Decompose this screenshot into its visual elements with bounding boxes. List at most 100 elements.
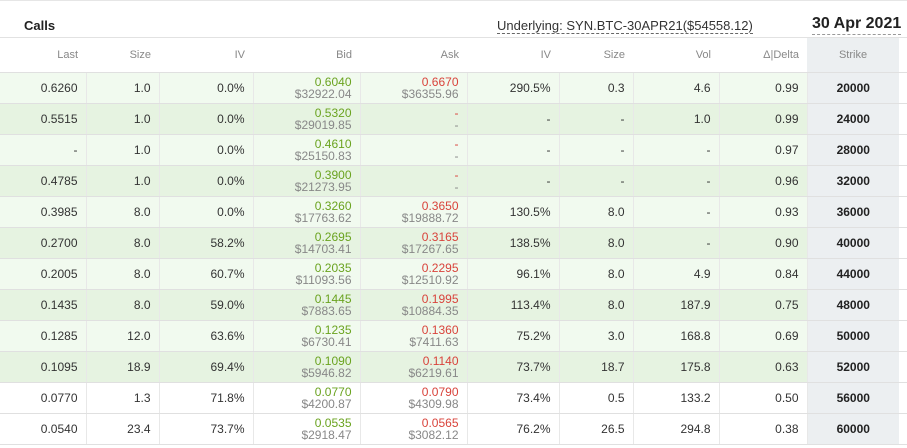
last-price-cell[interactable]: 0.6260 [0,72,87,104]
col-header-size[interactable]: Size [86,38,159,73]
ask-size-cell[interactable]: 3.0 [559,320,634,352]
ask-iv-cell[interactable]: 130.5% [467,196,560,228]
bid-iv-cell[interactable]: 71.8% [159,382,254,414]
ask-iv-cell[interactable]: - [467,165,560,197]
ask-cell[interactable]: 0.0565 $3082.12 [360,413,468,445]
bid-size-cell[interactable]: 1.0 [86,165,160,197]
ask-cell[interactable]: 0.1360 $7411.63 [360,320,468,352]
ask-cell[interactable]: -- [360,165,468,197]
delta-cell[interactable]: 0.63 [719,351,808,383]
bid-cell[interactable]: 0.3900 $21273.95 [253,165,361,197]
col-header-delta[interactable]: Δ|Delta [719,38,807,73]
bid-cell[interactable]: 0.4610 $25150.83 [253,134,361,166]
volume-cell[interactable]: 1.0 [633,103,720,135]
bid-cell[interactable]: 0.2035 $11093.56 [253,258,361,290]
last-price-cell[interactable]: 0.1435 [0,289,87,321]
delta-cell[interactable]: 0.90 [719,227,808,259]
last-price-cell[interactable]: 0.2005 [0,258,87,290]
delta-cell[interactable]: 0.38 [719,413,808,445]
table-row[interactable]: -1.0 0.0% 0.4610 $25150.83- - - - -0.97 28000 [0,134,907,166]
strike-cell[interactable]: 24000 [807,103,899,135]
col-header-ask[interactable]: Ask [360,38,467,73]
strike-cell[interactable]: 52000 [807,351,899,383]
table-row[interactable]: 0.1285 12.0 63.6% 0.1235 $6730.41 0.1360 $7411… [0,320,907,352]
bid-size-cell[interactable]: 8.0 [86,227,160,259]
ask-cell[interactable]: 0.2295 $12510.92 [360,258,468,290]
col-header-strike[interactable]: Strike [807,38,899,73]
ask-iv-cell[interactable]: - [467,103,560,135]
bid-cell[interactable]: 0.6040 $32922.04 [253,72,361,104]
expiry-date-title[interactable]: 30 Apr 2021 [812,14,902,35]
ask-size-cell[interactable]: 0.3 [559,72,634,104]
last-price-cell[interactable]: 0.4785 [0,165,87,197]
table-row[interactable]: 0.6260 1.0 0.0% 0.6040 $32922.04 0.6670 $36355… [0,72,907,104]
bid-iv-cell[interactable]: 69.4% [159,351,254,383]
delta-cell[interactable]: 0.69 [719,320,808,352]
ask-cell[interactable]: 0.1140 $6219.61 [360,351,468,383]
delta-cell[interactable]: 0.50 [719,382,808,414]
bid-iv-cell[interactable]: 73.7% [159,413,254,445]
strike-cell[interactable]: 28000 [807,134,899,166]
ask-cell[interactable]: 0.1995 $10884.35 [360,289,468,321]
ask-size-cell[interactable]: 0.5 [559,382,634,414]
ask-size-cell[interactable]: - [559,103,634,135]
ask-cell[interactable]: 0.3165 $17267.65 [360,227,468,259]
ask-size-cell[interactable]: 8.0 [559,258,634,290]
ask-iv-cell[interactable]: 290.5% [467,72,560,104]
strike-cell[interactable]: 20000 [807,72,899,104]
volume-cell[interactable]: - [633,227,720,259]
bid-cell[interactable]: 0.1235 $6730.41 [253,320,361,352]
strike-cell[interactable]: 56000 [807,382,899,414]
col-header-bid[interactable]: Bid [253,38,360,73]
bid-size-cell[interactable]: 1.3 [86,382,160,414]
last-price-cell[interactable]: - [0,134,87,166]
underlying-link[interactable]: Underlying: SYN.BTC-30APR21($54558.12) [497,18,753,34]
last-price-cell[interactable]: 0.5515 [0,103,87,135]
ask-iv-cell[interactable]: 96.1% [467,258,560,290]
ask-size-cell[interactable]: - [559,134,634,166]
last-price-cell[interactable]: 0.2700 [0,227,87,259]
col-header-iv[interactable]: IV [159,38,253,73]
bid-iv-cell[interactable]: 0.0% [159,134,254,166]
last-price-cell[interactable]: 0.1285 [0,320,87,352]
bid-iv-cell[interactable]: 60.7% [159,258,254,290]
table-row[interactable]: 0.5515 1.0 0.0% 0.5320 $29019.85- - - -1.0 0.99 2… [0,103,907,135]
ask-size-cell[interactable]: 18.7 [559,351,634,383]
delta-cell[interactable]: 0.99 [719,103,808,135]
table-row[interactable]: 0.2700 8.0 58.2% 0.2695 $14703.41 0.3165 $1726… [0,227,907,259]
bid-cell[interactable]: 0.1445 $7883.65 [253,289,361,321]
volume-cell[interactable]: 168.8 [633,320,720,352]
bid-size-cell[interactable]: 1.0 [86,72,160,104]
col-header-last[interactable]: Last [0,38,86,73]
ask-iv-cell[interactable]: 73.7% [467,351,560,383]
bid-iv-cell[interactable]: 63.6% [159,320,254,352]
ask-size-cell[interactable]: - [559,165,634,197]
bid-size-cell[interactable]: 8.0 [86,196,160,228]
volume-cell[interactable]: - [633,165,720,197]
bid-size-cell[interactable]: 23.4 [86,413,160,445]
strike-cell[interactable]: 32000 [807,165,899,197]
last-price-cell[interactable]: 0.1095 [0,351,87,383]
volume-cell[interactable]: 133.2 [633,382,720,414]
bid-size-cell[interactable]: 1.0 [86,103,160,135]
table-row[interactable]: 0.4785 1.0 0.0% 0.3900 $21273.95- - - - -0.96 320… [0,165,907,197]
ask-iv-cell[interactable]: 75.2% [467,320,560,352]
delta-cell[interactable]: 0.99 [719,72,808,104]
bid-cell[interactable]: 0.3260 $17763.62 [253,196,361,228]
last-price-cell[interactable]: 0.0770 [0,382,87,414]
ask-size-cell[interactable]: 8.0 [559,227,634,259]
ask-iv-cell[interactable]: 138.5% [467,227,560,259]
col-header-ask-size[interactable]: Size [559,38,633,73]
strike-cell[interactable]: 44000 [807,258,899,290]
col-header-vol[interactable]: Vol [633,38,719,73]
delta-cell[interactable]: 0.75 [719,289,808,321]
bid-cell[interactable]: 0.0770 $4200.87 [253,382,361,414]
bid-cell[interactable]: 0.5320 $29019.85 [253,103,361,135]
col-header-ask-iv[interactable]: IV [467,38,559,73]
table-row[interactable]: 0.2005 8.0 60.7% 0.2035 $11093.56 0.2295 $1251… [0,258,907,290]
table-row[interactable]: 0.0540 23.4 73.7% 0.0535 $2918.47 0.0565 $3082… [0,413,907,445]
bid-iv-cell[interactable]: 58.2% [159,227,254,259]
ask-cell[interactable]: 0.6670 $36355.96 [360,72,468,104]
ask-iv-cell[interactable]: - [467,134,560,166]
bid-size-cell[interactable]: 8.0 [86,289,160,321]
